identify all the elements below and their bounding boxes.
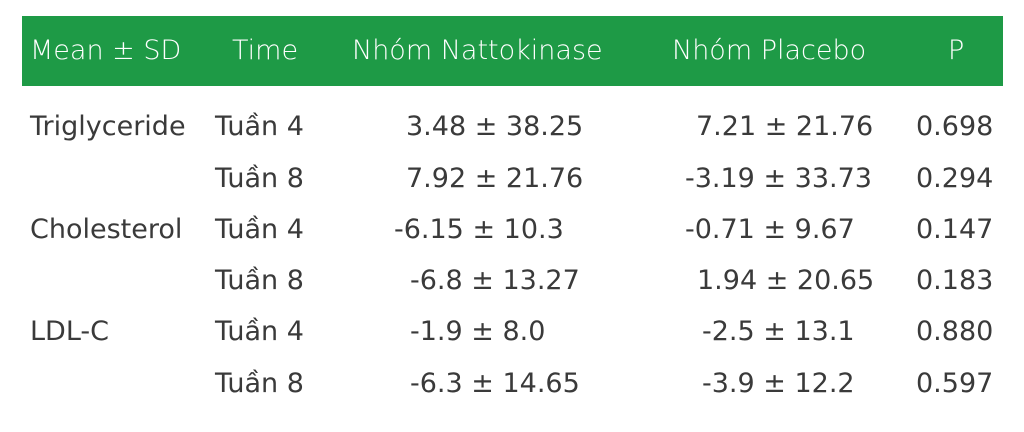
table-header: Mean ± SD Time Nhóm Nattokinase Nhóm Pla… — [22, 16, 1003, 86]
table-row: Tuần 8 -6.3 ± 14.65 -3.9 ± 12.2 0.597 — [0, 358, 1024, 410]
cell-time: Tuần 8 — [215, 163, 304, 194]
cell-placebo: -3.9 ± 12.2 — [702, 368, 855, 399]
cell-placebo: -3.19 ± 33.73 — [685, 163, 872, 194]
cell-time: Tuần 8 — [215, 265, 304, 296]
header-nattokinase-group: Nhóm Nattokinase — [352, 35, 603, 66]
cell-placebo: 1.94 ± 20.65 — [697, 265, 875, 296]
cell-p: 0.294 — [916, 163, 994, 194]
cell-group: Cholesterol — [30, 214, 183, 245]
header-mean-sd: Mean ± SD — [30, 35, 182, 66]
cell-p: 0.183 — [916, 265, 994, 296]
cell-group: Triglyceride — [30, 111, 186, 142]
table-row: Tuần 8 -6.8 ± 13.27 1.94 ± 20.65 0.183 — [0, 255, 1024, 307]
cell-natto: -6.3 ± 14.65 — [410, 368, 580, 399]
cell-p: 0.147 — [916, 214, 994, 245]
cell-natto: 7.92 ± 21.76 — [406, 163, 584, 194]
cell-placebo: -2.5 ± 13.1 — [702, 316, 855, 347]
cell-p: 0.880 — [916, 316, 994, 347]
cell-placebo: -0.71 ± 9.67 — [685, 214, 855, 245]
table-row: Cholesterol Tuần 4 -6.15 ± 10.3 -0.71 ± … — [0, 204, 1024, 256]
cell-p: 0.698 — [916, 111, 994, 142]
header-placebo-group: Nhóm Placebo — [672, 35, 867, 66]
table-row: Tuần 8 7.92 ± 21.76 -3.19 ± 33.73 0.294 — [0, 153, 1024, 205]
cell-natto: -1.9 ± 8.0 — [410, 316, 546, 347]
table-row: LDL-C Tuần 4 -1.9 ± 8.0 -2.5 ± 13.1 0.88… — [0, 306, 1024, 358]
cell-time: Tuần 4 — [215, 316, 304, 347]
cell-p: 0.597 — [916, 368, 994, 399]
header-time: Time — [232, 35, 299, 66]
cell-natto: 3.48 ± 38.25 — [406, 111, 584, 142]
cell-placebo: 7.21 ± 21.76 — [696, 111, 874, 142]
cell-natto: -6.15 ± 10.3 — [394, 214, 564, 245]
table-row: Triglyceride Tuần 4 3.48 ± 38.25 7.21 ± … — [0, 101, 1024, 153]
cell-time: Tuần 8 — [215, 368, 304, 399]
cell-time: Tuần 4 — [215, 111, 304, 142]
cell-group: LDL-C — [30, 316, 109, 347]
cell-time: Tuần 4 — [215, 214, 304, 245]
header-p-value: P — [948, 35, 965, 66]
cell-natto: -6.8 ± 13.27 — [410, 265, 580, 296]
